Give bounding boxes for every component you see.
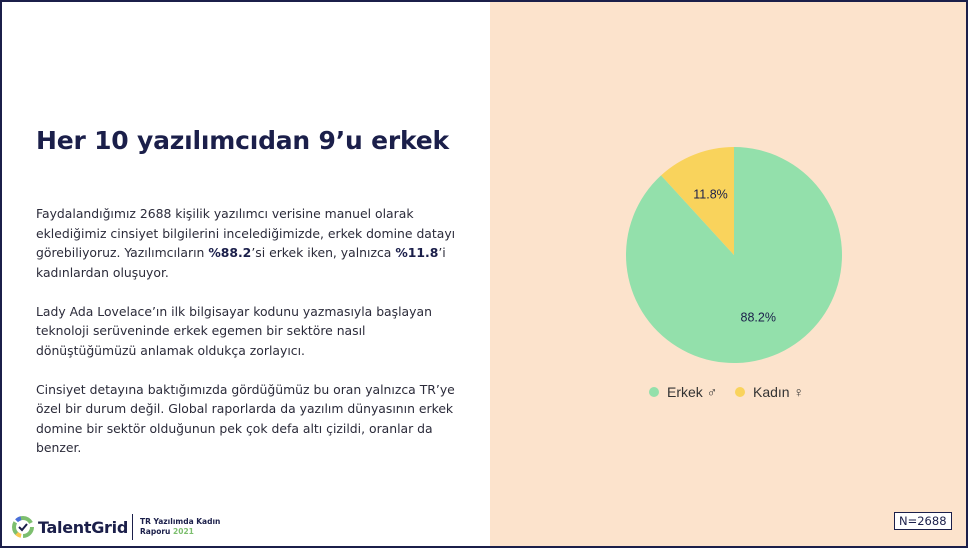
report-title: TR Yazılımda Kadın Raporu 2021 [140, 517, 260, 537]
paragraph-2: Lady Ada Lovelace’ın ilk bilgisayar kodu… [36, 303, 432, 358]
pie-slice-1 [661, 147, 734, 255]
report-title-line-1: TR Yazılımda Kadın [140, 517, 221, 526]
female-percent-highlight: %11.8 [395, 245, 439, 260]
legend-swatch-0 [649, 387, 659, 397]
body-text: Faydalandığımız 2688 kişilik yazılımcı v… [36, 204, 466, 477]
pie-chart: 88.2% 11.8% Erkek ♂ Kadın ♀ [626, 147, 842, 400]
paragraph-1-part-e: ’i kadınlardan oluşuyor. [36, 245, 446, 280]
page-title: Her 10 yazılımcıdan 9’u erkek [36, 126, 449, 155]
pie-label-1: 11.8% [693, 188, 728, 202]
talentgrid-logo: TalentGrid [12, 512, 128, 542]
footer-divider [132, 514, 133, 540]
legend-swatch-1 [735, 387, 745, 397]
talentgrid-logo-icon [12, 516, 34, 538]
legend-label-1: Kadın ♀ [753, 384, 804, 400]
paragraph-1-part-c: ’si erkek iken, yalnızca [251, 245, 396, 260]
report-title-line-2: Raporu 2021 [140, 527, 260, 537]
brand-name: TalentGrid [38, 517, 128, 537]
legend-label-0: Erkek ♂ [667, 384, 717, 400]
paragraph-3: Cinsiyet detayına baktığımızda gördüğümü… [36, 381, 455, 456]
paragraph-1-part-a: Faydalandığımız 2688 kişilik yazılımcı v… [36, 206, 456, 260]
sample-size-badge: N=2688 [894, 512, 952, 530]
report-year: 2021 [173, 527, 194, 536]
paragraph-1: Faydalandığımız 2688 kişilik yazılımcı v… [36, 204, 466, 282]
male-percent-highlight: %88.2 [208, 245, 252, 260]
pie-label-0: 88.2% [741, 310, 776, 324]
report-word: Raporu [140, 527, 171, 536]
